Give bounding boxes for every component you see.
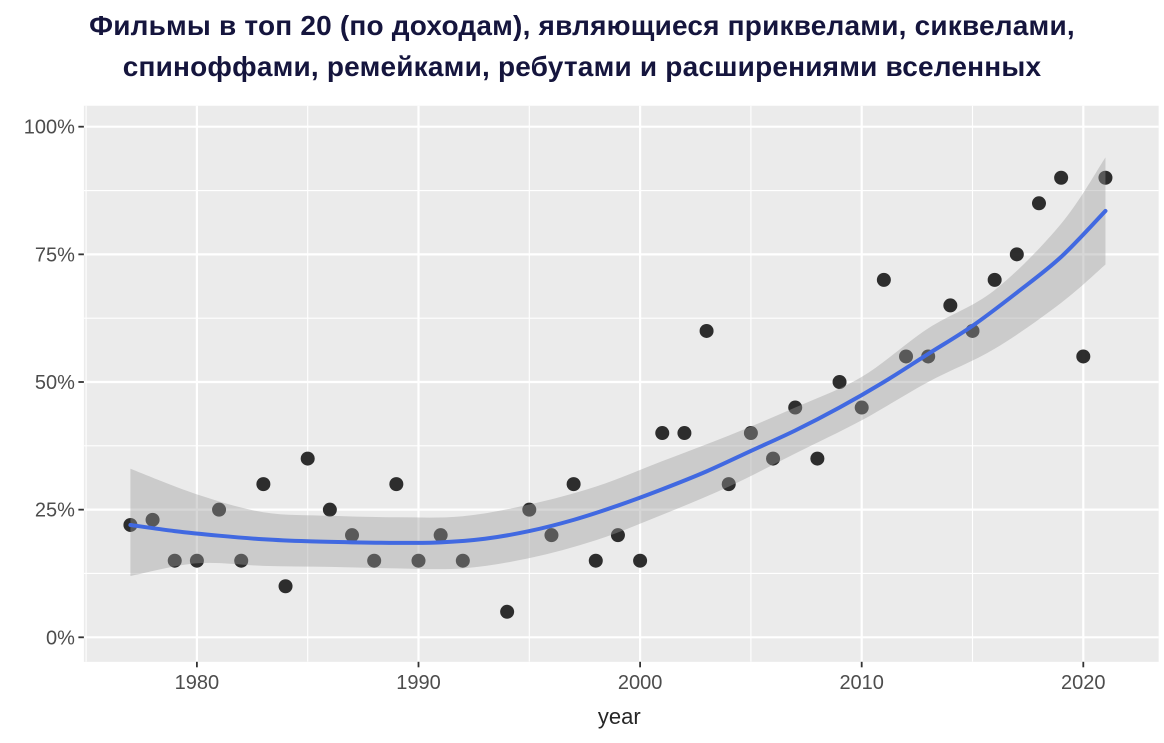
data-point — [345, 528, 360, 543]
data-point — [433, 528, 448, 543]
data-point — [743, 426, 758, 441]
y-axis-tick-labels: 0% 25% 50% 75% 100% — [24, 117, 75, 650]
data-points — [123, 170, 1113, 619]
data-point — [234, 553, 249, 568]
data-point — [1076, 349, 1091, 364]
data-point — [633, 553, 648, 568]
x-tick-label: 2020 — [1061, 672, 1106, 694]
x-tick-label: 2000 — [618, 672, 663, 694]
data-point — [544, 528, 559, 543]
plot-panel — [83, 105, 1159, 662]
data-point — [500, 604, 515, 619]
data-point — [1054, 170, 1069, 185]
data-point — [766, 451, 781, 466]
data-point — [943, 298, 958, 313]
data-point — [278, 579, 293, 594]
data-point — [788, 400, 803, 415]
data-point — [1009, 247, 1024, 262]
x-axis-title: year — [598, 704, 641, 729]
data-point — [212, 502, 227, 517]
y-tick-label: 25% — [35, 500, 75, 522]
data-point — [610, 528, 625, 543]
data-point — [145, 512, 160, 527]
data-point — [1098, 170, 1113, 185]
y-tick-label: 50% — [35, 372, 75, 394]
data-point — [189, 553, 204, 568]
y-tick-label: 75% — [35, 244, 75, 266]
data-point — [389, 477, 404, 492]
chart-title: Фильмы в топ 20 (по доходам), являющиеся… — [0, 0, 1164, 95]
data-point — [522, 502, 537, 517]
data-point — [987, 272, 1002, 287]
data-point — [455, 553, 470, 568]
data-point — [256, 477, 271, 492]
chart-area: 1980 1990 2000 2010 2020 0% 25% 50% 75% 100% year — [0, 95, 1164, 738]
data-point — [1031, 196, 1046, 211]
data-point — [655, 426, 670, 441]
data-point — [322, 502, 337, 517]
x-tick-label: 2010 — [839, 672, 884, 694]
data-point — [876, 272, 891, 287]
data-point — [832, 375, 847, 389]
y-tick-label: 100% — [24, 117, 75, 139]
y-tick-label: 0% — [46, 627, 75, 649]
data-point — [300, 451, 315, 466]
major-gridlines — [83, 105, 1159, 662]
data-point — [699, 323, 714, 338]
x-tick-label: 1980 — [175, 672, 220, 694]
chart-title-line1: Фильмы в топ 20 (по доходам), являющиеся… — [89, 10, 1075, 41]
minor-gridlines — [83, 105, 1159, 662]
data-point — [854, 400, 869, 415]
trend-line — [128, 208, 1108, 545]
data-point — [810, 451, 825, 466]
data-point — [411, 553, 426, 568]
axis-tick-marks — [78, 125, 1085, 668]
data-point — [721, 477, 736, 492]
scatter-plot-svg: 1980 1990 2000 2010 2020 0% 25% 50% 75% 100% year — [24, 105, 1159, 729]
data-point — [588, 553, 603, 568]
x-tick-label: 1990 — [396, 672, 441, 694]
data-point — [677, 426, 692, 441]
data-point — [167, 553, 182, 568]
data-point — [367, 553, 382, 568]
data-point — [566, 477, 581, 492]
x-axis-tick-labels: 1980 1990 2000 2010 2020 — [175, 672, 1106, 694]
chart-title-line2: спиноффами, ремейками, ребутами и расшир… — [122, 51, 1042, 82]
data-point — [899, 349, 914, 364]
